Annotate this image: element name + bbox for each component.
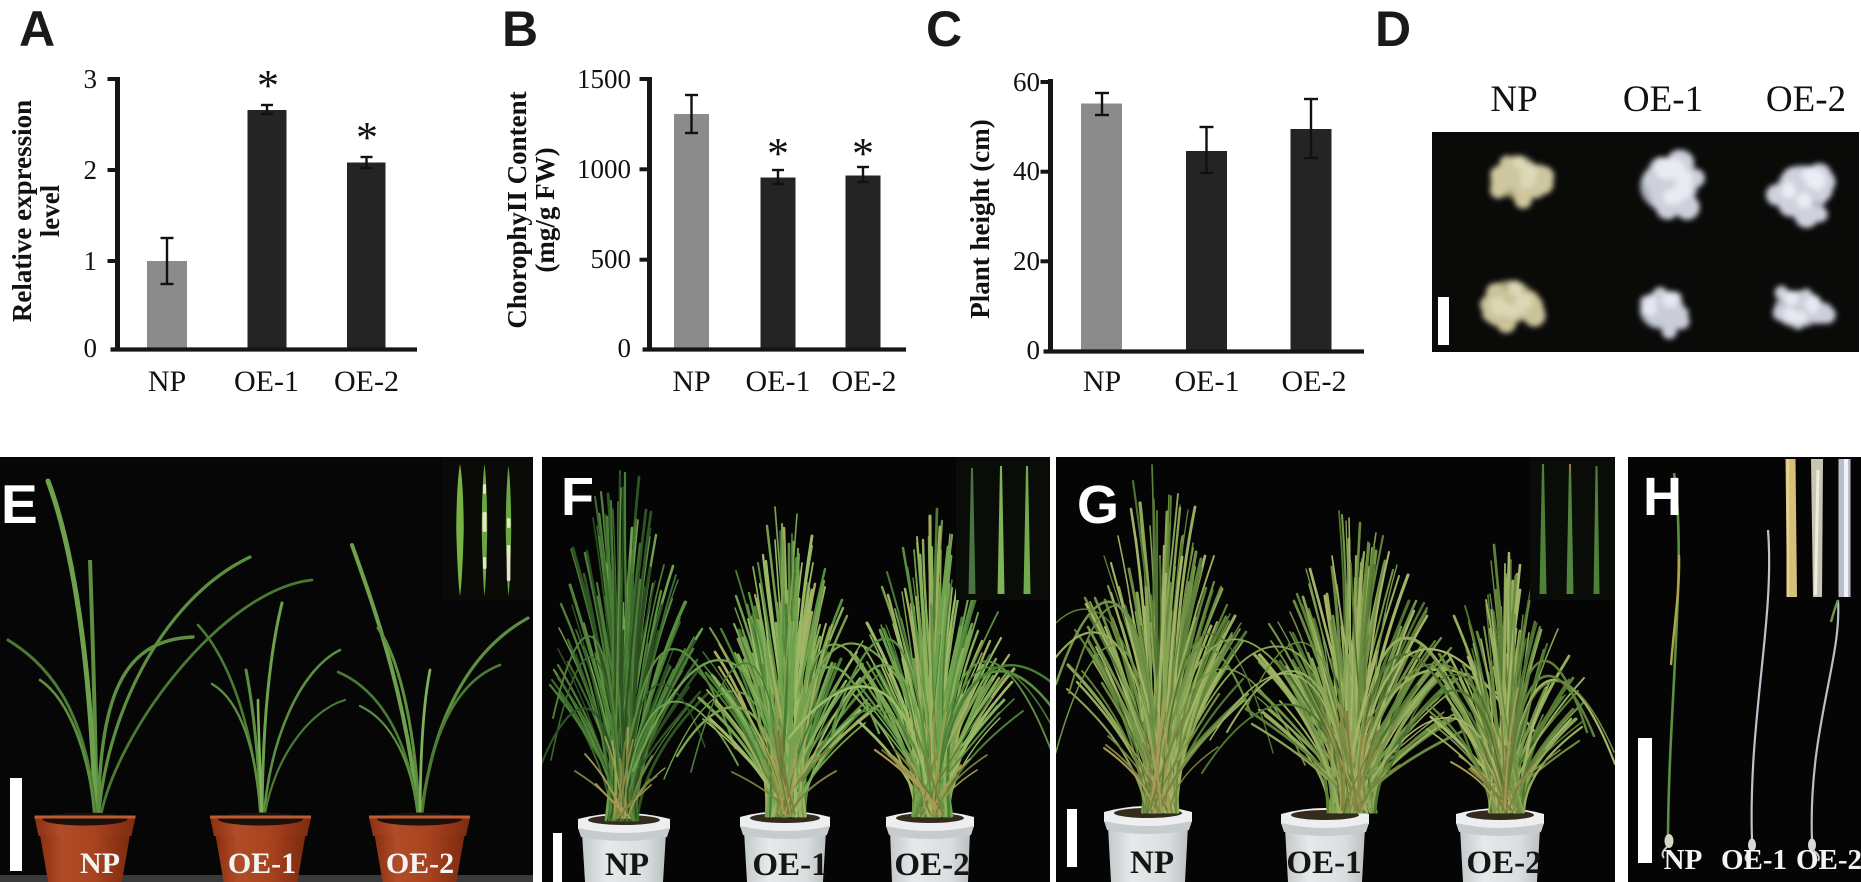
- svg-text:0: 0: [84, 333, 98, 363]
- svg-text:OE-1: OE-1: [1286, 845, 1361, 881]
- svg-text:60: 60: [1013, 67, 1040, 97]
- svg-text:OE-2: OE-2: [386, 847, 454, 880]
- svg-text:NP: NP: [605, 847, 649, 882]
- svg-text:OE-1: OE-1: [1623, 79, 1703, 120]
- svg-text:2: 2: [84, 155, 98, 185]
- svg-text:40: 40: [1013, 156, 1040, 186]
- svg-text:NP: NP: [1083, 365, 1121, 398]
- svg-text:G: G: [1077, 475, 1119, 535]
- svg-text:OE-1: OE-1: [746, 365, 811, 398]
- svg-text:*: *: [767, 129, 789, 178]
- svg-text:*: *: [852, 129, 874, 178]
- svg-text:*: *: [257, 61, 279, 110]
- svg-text:D: D: [1375, 1, 1411, 57]
- svg-text:NP: NP: [80, 847, 120, 880]
- svg-text:Relative expressionlevel: Relative expressionlevel: [7, 100, 65, 322]
- svg-text:OE-2: OE-2: [1466, 845, 1541, 881]
- svg-text:E: E: [1, 473, 38, 535]
- svg-text:NP: NP: [1490, 79, 1537, 120]
- svg-text:A: A: [19, 1, 55, 57]
- svg-text:OE-1: OE-1: [1175, 365, 1240, 398]
- svg-text:OE-2: OE-2: [334, 365, 399, 398]
- svg-text:0: 0: [1027, 335, 1041, 365]
- svg-text:OE-2: OE-2: [1282, 365, 1347, 398]
- svg-text:NP: NP: [148, 365, 186, 398]
- svg-text:NP: NP: [1130, 845, 1174, 881]
- svg-text:*: *: [356, 113, 378, 162]
- svg-text:OE-2: OE-2: [832, 365, 897, 398]
- svg-text:OE-1: OE-1: [234, 365, 299, 398]
- svg-text:ChorophyII Content(mg/g FW): ChorophyII Content(mg/g FW): [502, 91, 560, 328]
- svg-text:NP: NP: [1664, 844, 1703, 876]
- svg-text:1000: 1000: [577, 154, 631, 184]
- svg-text:OE-1: OE-1: [228, 847, 296, 880]
- svg-text:OE-1: OE-1: [752, 847, 827, 882]
- svg-text:B: B: [502, 1, 538, 57]
- svg-text:H: H: [1643, 467, 1682, 527]
- svg-text:Plant height (cm): Plant height (cm): [965, 119, 995, 318]
- svg-text:NP: NP: [672, 365, 710, 398]
- svg-text:20: 20: [1013, 246, 1040, 276]
- svg-text:0: 0: [618, 333, 632, 363]
- svg-text:1: 1: [84, 246, 98, 276]
- svg-text:OE-2: OE-2: [1766, 79, 1846, 120]
- svg-text:3: 3: [84, 64, 98, 94]
- svg-text:500: 500: [591, 244, 632, 274]
- svg-text:F: F: [561, 467, 594, 527]
- svg-text:OE-2: OE-2: [1796, 844, 1861, 876]
- svg-text:1500: 1500: [577, 64, 631, 94]
- svg-text:C: C: [926, 1, 962, 57]
- svg-text:OE-1: OE-1: [1721, 844, 1787, 876]
- svg-text:OE-2: OE-2: [894, 847, 969, 882]
